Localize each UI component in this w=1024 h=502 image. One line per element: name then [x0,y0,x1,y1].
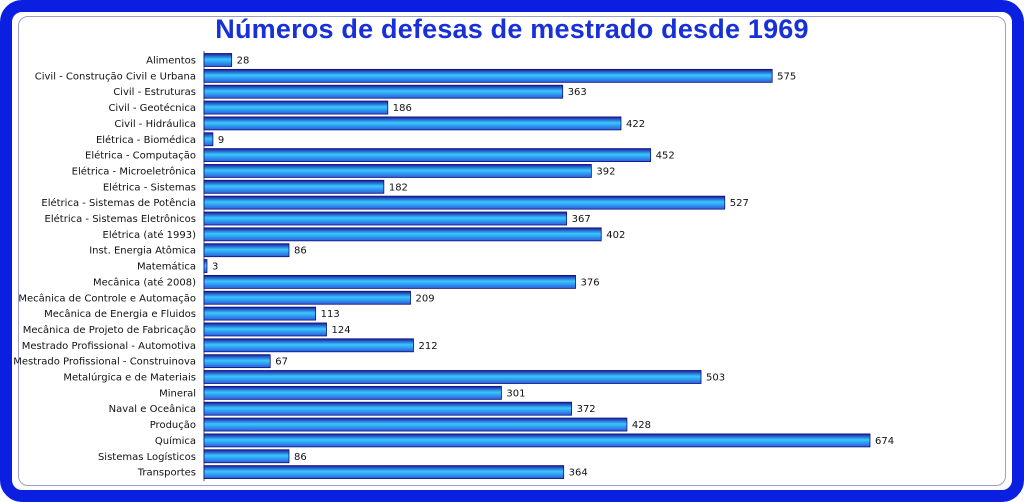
bar [203,259,208,273]
value-label: 182 [389,182,408,193]
value-label: 301 [506,388,525,399]
category-label: Civil - Hidráulica [114,118,196,130]
category-label: Matemática [137,261,196,273]
bar [203,116,622,131]
category-label: Mestrado Profissional - Construinova [13,357,196,368]
bar [203,148,652,163]
bar [203,274,576,289]
category-label: Elétrica - Computação [85,150,196,162]
value-label: 28 [237,56,250,67]
bar [203,164,592,178]
category-label: Mecânica (até 2008) [93,276,196,288]
category-label: Produção [150,420,196,431]
value-label: 376 [581,277,600,288]
category-label: Mineral [159,388,196,399]
category-label: Mecânica de Controle e Automação [18,292,196,304]
bar [203,401,572,416]
category-label: Elétrica (até 1993) [103,229,197,241]
category-label: Civil - Estruturas [113,87,196,98]
value-label: 86 [294,246,307,257]
category-label: Transportes [137,468,196,479]
category-label: Elétrica - Biomédica [96,134,196,146]
value-label: 186 [393,103,412,114]
bar [203,433,871,448]
bar [203,179,385,194]
bar [203,84,564,99]
category-label: Alimentos [146,56,196,67]
category-label: Elétrica - Sistemas Eletrônicos [45,213,196,225]
category-label: Civil - Construção Civil e Urbana [35,71,196,82]
value-label: 392 [596,166,615,177]
value-label: 402 [606,230,625,241]
category-label: Mecânica de Energia e Fluidos [44,308,196,320]
category-label: Química [155,435,196,447]
category-label: Mecânica de Projeto de Fabricação [23,324,196,336]
bar [203,385,502,400]
category-label: Civil - Geotécnica [108,102,196,114]
value-label: 527 [730,198,749,209]
value-label: 3 [212,262,218,273]
value-label: 86 [294,452,307,463]
chart-inner-border [18,16,1006,486]
bar [203,132,214,147]
bar [203,338,414,353]
value-label: 212 [418,341,437,352]
bar [203,290,411,305]
value-label: 363 [568,87,587,98]
category-label: Naval e Oceânica [109,403,196,415]
bar [203,354,271,369]
category-label: Elétrica - Sistemas [103,181,196,193]
value-label: 209 [416,293,435,304]
value-label: 575 [777,71,796,82]
bar [203,465,565,480]
value-label: 367 [572,214,591,225]
chart-title: Números de defesas de mestrado desde 196… [215,14,809,44]
bar [203,306,317,321]
category-label: Elétrica - Microeletrônica [72,165,196,177]
value-label: 124 [332,325,351,336]
category-label: Mestrado Profissional - Automotiva [22,341,196,352]
category-label: Metalúrgica e de Materiais [63,372,196,384]
bar [203,449,290,464]
value-label: 452 [656,151,675,162]
value-label: 9 [218,135,224,146]
value-label: 364 [569,468,588,479]
bar [203,195,726,210]
value-label: 428 [632,420,651,431]
bar [203,243,290,258]
value-label: 422 [626,119,645,130]
bar [203,322,327,337]
category-label: Inst. Energia Atômica [89,245,196,257]
bar [203,227,602,242]
bar [203,100,389,115]
value-label: 372 [577,404,596,415]
category-label: Elétrica - Sistemas de Potência [41,197,196,209]
bar [203,53,233,67]
value-label: 503 [706,373,725,384]
value-label: 67 [275,357,288,368]
value-label: 113 [321,309,340,320]
category-label: Sistemas Logísticos [98,451,196,463]
bar [203,211,568,226]
bar [203,370,702,384]
value-label: 674 [875,436,894,447]
bar [203,68,773,83]
bar [203,417,628,432]
